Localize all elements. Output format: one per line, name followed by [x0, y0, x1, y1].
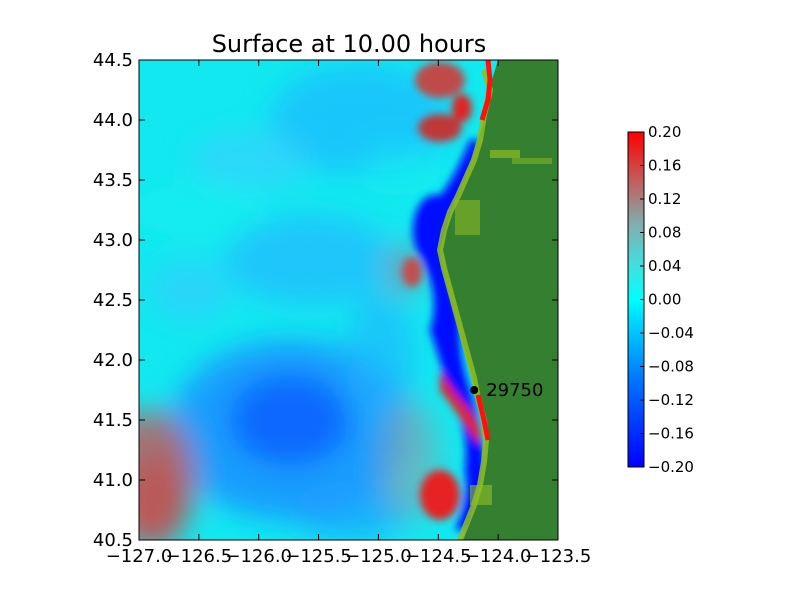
x-axis: −127.0−126.5−126.0−125.5−125.0−124.5−124… — [106, 60, 592, 567]
gauge-point — [470, 386, 479, 394]
y-tick-label: 43.5 — [93, 170, 133, 191]
x-tick-label: −127.0 — [106, 546, 173, 567]
y-tick-label: 43.0 — [93, 230, 133, 251]
land-mass — [440, 60, 558, 540]
y-tick-label: 41.0 — [93, 470, 133, 491]
colorbar-tick-label: −0.12 — [648, 391, 694, 409]
gauge-label: 29750 — [486, 380, 543, 401]
colorbar: −0.20 −0.16 −0.12 −0.08 −0.04 0.00 0.04 0.08 0.1… — [627, 123, 694, 476]
x-tick-label: −126.0 — [225, 546, 292, 567]
y-tick-label: 44.0 — [93, 110, 133, 131]
gauge-marker: 2 29750 — [470, 380, 543, 401]
x-tick-label: −124.0 — [465, 546, 532, 567]
y-axis: 40.5 41.0 41.5 42.0 42.5 43.0 43.5 44.0 44.5 — [93, 50, 558, 551]
heatmap-plot — [139, 60, 558, 540]
colorbar-tick-label: 0.16 — [648, 157, 681, 175]
colorbar-tick-label: −0.16 — [648, 425, 694, 443]
x-tick-label: −124.5 — [405, 546, 472, 567]
colorbar-tick-label: −0.04 — [648, 324, 694, 342]
coastline — [436, 60, 552, 540]
colorbar-tick-label: −0.20 — [648, 458, 694, 476]
coastal-features — [402, 62, 486, 530]
y-tick-label: 41.5 — [93, 410, 133, 431]
x-tick-label: −126.5 — [166, 546, 233, 567]
y-tick-label: 40.5 — [93, 530, 133, 551]
colorbar-tick-label: 0.00 — [648, 291, 681, 309]
x-tick-label: −125.5 — [285, 546, 352, 567]
x-tick-label: −123.5 — [525, 546, 592, 567]
y-tick-label: 44.5 — [93, 50, 133, 71]
colorbar-tick-label: 0.12 — [648, 190, 681, 208]
colorbar-ticks: −0.20 −0.16 −0.12 −0.08 −0.04 0.00 0.04 0.08 0.1… — [640, 123, 694, 476]
y-tick-label: 42.0 — [93, 350, 133, 371]
colorbar-tick-label: −0.08 — [648, 358, 694, 376]
y-tick-label: 42.5 — [93, 290, 133, 311]
colorbar-tick-label: 0.08 — [648, 224, 681, 242]
gauge-label-overlap: 2 — [486, 380, 497, 401]
chart-title: Surface at 10.00 hours — [212, 30, 487, 58]
colorbar-tick-label: 0.20 — [648, 123, 681, 141]
colorbar-tick-label: 0.04 — [648, 257, 681, 275]
x-tick-label: −125.0 — [345, 546, 412, 567]
